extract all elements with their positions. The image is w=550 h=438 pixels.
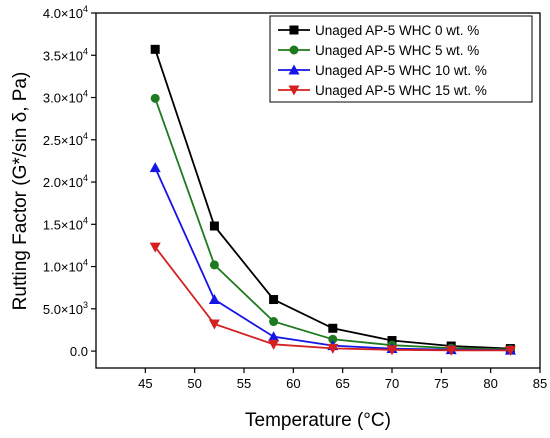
x-tick-label: 50	[187, 376, 201, 391]
square-marker	[150, 44, 160, 54]
triangle-down-marker	[208, 319, 220, 330]
y-tick-label: 2.0×104	[43, 173, 88, 190]
x-tick-label: 65	[335, 376, 349, 391]
y-tick-label: 2.5×104	[43, 131, 88, 148]
y-tick-mantissa: 4.0×10	[43, 6, 83, 21]
y-tick-exponent: 4	[83, 46, 88, 56]
legend-label: Unaged AP-5 WHC 10 wt. %	[315, 63, 487, 78]
y-tick-label: 1.0×104	[43, 258, 88, 275]
legend-entry: Unaged AP-5 WHC 5 wt. %	[278, 43, 479, 58]
y-tick-label: 3.5×104	[43, 46, 88, 63]
y-tick-exponent: 3	[83, 300, 88, 310]
x-tick-label: 80	[483, 376, 497, 391]
triangle-up-marker	[268, 331, 280, 342]
y-tick-mantissa: 1.0×10	[43, 260, 83, 275]
series-3	[149, 242, 516, 356]
x-tick-label: 75	[434, 376, 448, 391]
circle-marker	[150, 93, 160, 103]
y-tick-mantissa: 2.5×10	[43, 133, 83, 148]
triangle-down-marker	[149, 242, 161, 253]
x-tick-label: 85	[533, 376, 547, 391]
x-axis-title: Temperature (°C)	[245, 410, 391, 431]
plot-frame	[95, 12, 541, 369]
x-tick-label: 60	[286, 376, 300, 391]
series-layer	[149, 44, 516, 356]
y-tick-exponent: 4	[83, 131, 88, 141]
triangle-up-marker	[149, 162, 161, 173]
triangle-down-marker	[268, 339, 280, 350]
x-tick-label: 55	[237, 376, 251, 391]
triangle-down-marker	[386, 345, 398, 356]
series-line	[154, 167, 511, 352]
triangle-down-marker	[504, 345, 516, 356]
x-tick-label: 45	[138, 376, 152, 391]
series-line	[154, 98, 511, 351]
y-tick-exponent: 4	[83, 215, 88, 225]
triangle-down-marker	[445, 345, 457, 356]
circle-marker	[289, 45, 299, 55]
legend-entry: Unaged AP-5 WHC 0 wt. %	[278, 23, 479, 38]
x-tick-label: 70	[385, 376, 399, 391]
y-tick-mantissa: 2.0×10	[43, 175, 83, 190]
y-tick-label: 4.0×104	[43, 4, 88, 21]
y-tick-mantissa: 5.0×10	[43, 302, 83, 317]
y-tick-label: 1.5×104	[43, 215, 88, 232]
square-marker	[289, 25, 299, 35]
circle-marker	[209, 260, 219, 270]
y-tick-exponent: 4	[83, 4, 88, 14]
legend-entry: Unaged AP-5 WHC 10 wt. %	[278, 63, 487, 78]
y-tick-exponent: 4	[83, 258, 88, 268]
triangle-down-marker	[288, 85, 300, 96]
square-marker	[328, 323, 338, 333]
triangle-down-marker	[327, 343, 339, 354]
legend-box	[269, 15, 533, 103]
y-axis-title: Rutting Factor (G*/sin δ, Pa)	[10, 72, 31, 311]
legend-label: Unaged AP-5 WHC 0 wt. %	[315, 23, 479, 38]
y-tick-mantissa: 0.0	[70, 344, 88, 359]
y-tick-label: 5.0×103	[43, 300, 88, 317]
y-tick-label: 0.0	[70, 344, 88, 359]
legend: Unaged AP-5 WHC 0 wt. % Unaged AP-5 WHC 5…	[269, 15, 533, 103]
legend-entry: Unaged AP-5 WHC 15 wt. %	[278, 83, 487, 98]
y-tick-label: 3.0×104	[43, 89, 88, 106]
y-tick-mantissa: 3.0×10	[43, 91, 83, 106]
y-tick-mantissa: 1.5×10	[43, 217, 83, 232]
square-marker	[209, 221, 219, 231]
x-axis-ticks: 45 50 55 60 65 70 75 80 85	[138, 368, 547, 391]
triangle-up-marker	[208, 294, 220, 305]
square-marker	[269, 295, 279, 305]
legend-label: Unaged AP-5 WHC 15 wt. %	[315, 83, 487, 98]
y-axis-ticks: 0.05.0×1031.0×1041.5×1042.0×1042.5×1043.…	[43, 4, 96, 359]
circle-marker	[269, 317, 279, 327]
series-1	[150, 93, 515, 354]
y-tick-exponent: 4	[83, 89, 88, 99]
triangle-up-marker	[288, 64, 300, 75]
y-tick-exponent: 4	[83, 173, 88, 183]
legend-label: Unaged AP-5 WHC 5 wt. %	[315, 43, 479, 58]
y-tick-mantissa: 3.5×10	[43, 48, 83, 63]
circle-marker	[328, 334, 338, 344]
square-marker	[387, 336, 397, 346]
